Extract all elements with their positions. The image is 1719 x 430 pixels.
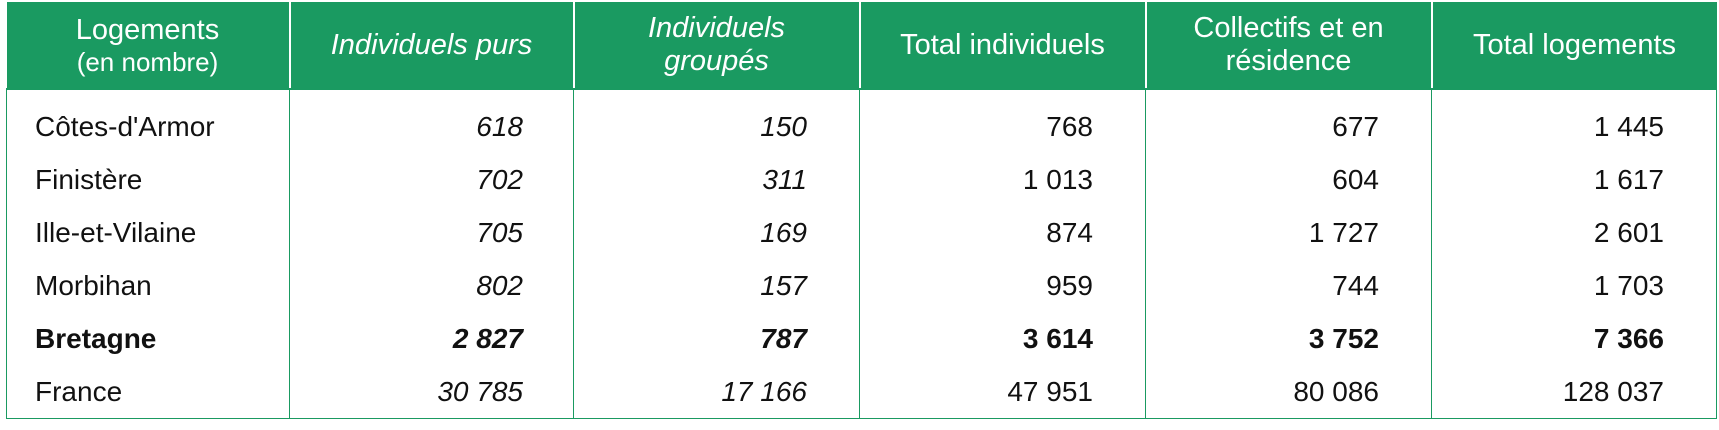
cell-collectifs: 1 727 xyxy=(1145,206,1432,259)
row-name: France xyxy=(6,365,290,419)
cell-total-logements: 1 703 xyxy=(1431,259,1717,312)
cell-individuels-groupes: 157 xyxy=(573,259,860,312)
cell-total-logements: 7 366 xyxy=(1431,312,1717,365)
cell-individuels-purs: 2 827 xyxy=(289,312,574,365)
cell-collectifs: 604 xyxy=(1145,153,1432,206)
cell-total-logements: 1 445 xyxy=(1431,89,1717,153)
housing-table: Logements (en nombre) Individuels purs I… xyxy=(6,2,1717,419)
cell-total-individuels: 1 013 xyxy=(859,153,1146,206)
table-row: Côtes-d'Armor 618 150 768 677 1 445 xyxy=(6,89,1717,153)
header-collectifs: Collectifs et en résidence xyxy=(1145,2,1433,90)
housing-table-container: Logements (en nombre) Individuels purs I… xyxy=(6,2,1719,419)
row-name: Finistère xyxy=(6,153,290,206)
cell-individuels-purs: 618 xyxy=(289,89,574,153)
cell-individuels-purs: 702 xyxy=(289,153,574,206)
row-name: Ille-et-Vilaine xyxy=(6,206,290,259)
header-logements: Logements (en nombre) xyxy=(6,2,291,90)
cell-collectifs: 744 xyxy=(1145,259,1432,312)
cell-individuels-groupes: 17 166 xyxy=(573,365,860,419)
cell-total-individuels: 768 xyxy=(859,89,1146,153)
header-individuels-purs-label: Individuels purs xyxy=(330,28,533,61)
header-total-individuels-label: Total individuels xyxy=(900,28,1105,61)
cell-individuels-purs: 705 xyxy=(289,206,574,259)
row-name: Bretagne xyxy=(6,312,290,365)
cell-total-individuels: 959 xyxy=(859,259,1146,312)
header-total-individuels: Total individuels xyxy=(859,2,1147,90)
header-individuels-purs: Individuels purs xyxy=(289,2,575,90)
header-total-logements: Total logements xyxy=(1431,2,1717,90)
cell-total-logements: 2 601 xyxy=(1431,206,1717,259)
table-row: Morbihan 802 157 959 744 1 703 xyxy=(6,259,1717,312)
table-row: Finistère 702 311 1 013 604 1 617 xyxy=(6,153,1717,206)
cell-individuels-groupes: 311 xyxy=(573,153,860,206)
cell-collectifs: 80 086 xyxy=(1145,365,1432,419)
table-row: Ille-et-Vilaine 705 169 874 1 727 2 601 xyxy=(6,206,1717,259)
cell-total-logements: 128 037 xyxy=(1431,365,1717,419)
cell-total-individuels: 874 xyxy=(859,206,1146,259)
row-name: Côtes-d'Armor xyxy=(6,89,290,153)
header-individuels-groupes-label: Individuels groupés xyxy=(647,12,786,77)
cell-individuels-purs: 30 785 xyxy=(289,365,574,419)
cell-total-individuels: 3 614 xyxy=(859,312,1146,365)
cell-collectifs: 677 xyxy=(1145,89,1432,153)
cell-collectifs: 3 752 xyxy=(1145,312,1432,365)
cell-total-individuels: 47 951 xyxy=(859,365,1146,419)
header-logements-label: Logements xyxy=(75,13,220,46)
cell-individuels-groupes: 169 xyxy=(573,206,860,259)
header-row: Logements (en nombre) Individuels purs I… xyxy=(6,2,1717,90)
cell-individuels-purs: 802 xyxy=(289,259,574,312)
table-row: France 30 785 17 166 47 951 80 086 128 0… xyxy=(6,365,1717,419)
header-total-logements-label: Total logements xyxy=(1472,28,1677,61)
header-individuels-groupes: Individuels groupés xyxy=(573,2,861,90)
cell-individuels-groupes: 150 xyxy=(573,89,860,153)
cell-total-logements: 1 617 xyxy=(1431,153,1717,206)
row-name: Morbihan xyxy=(6,259,290,312)
header-logements-sub: (en nombre) xyxy=(76,46,219,77)
cell-individuels-groupes: 787 xyxy=(573,312,860,365)
header-collectifs-label: Collectifs et en résidence xyxy=(1193,12,1384,77)
table-row-total-bretagne: Bretagne 2 827 787 3 614 3 752 7 366 xyxy=(6,312,1717,365)
